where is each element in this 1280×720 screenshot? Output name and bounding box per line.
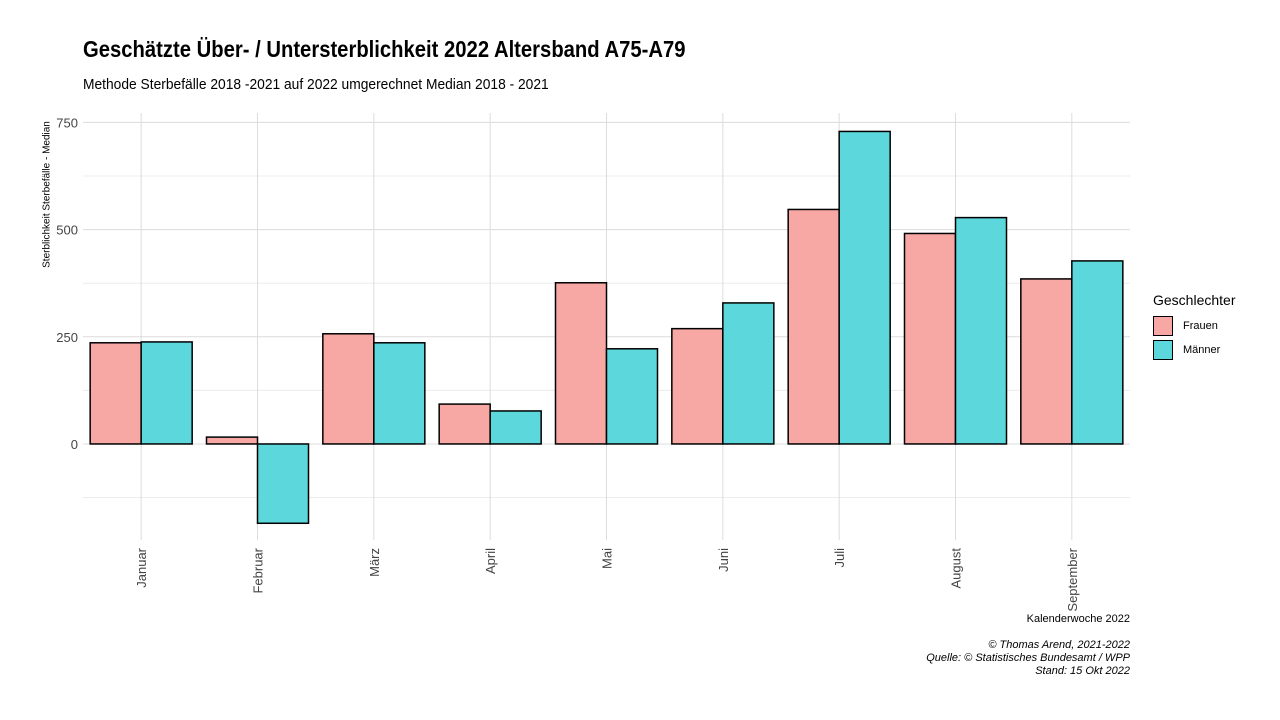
bar-frauen [787,208,840,445]
legend-label: Männer [1183,344,1221,356]
chart-title: Geschätzte Über- / Untersterblichkeit 20… [83,36,686,62]
legend: Geschlechter Frauen Männer [1153,292,1235,362]
legend-item-maenner: Männer [1153,338,1235,362]
legend-title: Geschlechter [1153,292,1236,308]
y-tick-label: 750 [56,115,78,130]
bar-frauen [671,327,724,445]
bar-frauen [322,333,375,445]
bar-männer [489,410,542,445]
caption: © Thomas Arend, 2021-2022 Quelle: © Stat… [926,639,1130,678]
bar-frauen [205,436,259,445]
legend-swatch [1153,316,1173,336]
x-tick-label: Juni [716,548,731,572]
bar-frauen [903,232,957,445]
bar-männer [373,342,426,445]
bar-frauen [438,403,491,445]
bar-frauen [554,282,608,445]
x-tick-label: April [483,548,498,574]
x-tick-label: August [949,548,964,589]
legend-item-frauen: Frauen [1153,314,1235,338]
bar-frauen [1020,278,1073,445]
y-tick-label: 250 [56,330,78,345]
bar-männer [1071,260,1124,445]
bar-männer [954,216,1008,445]
bar-männer [140,341,193,445]
y-tick-label: 0 [71,437,78,452]
x-tick-label: Mai [600,548,615,569]
bar-männer [838,130,891,445]
caption-author: © Thomas Arend, 2021-2022 [988,639,1130,651]
x-tick-label: März [367,548,382,577]
legend-label: Frauen [1183,320,1218,332]
x-tick-label: Januar [134,547,149,587]
x-tick-label: Februar [251,547,266,593]
bar-frauen [89,342,142,445]
bar-männer [605,348,659,445]
caption-date: Stand: 15 Okt 2022 [1035,665,1130,677]
y-axis-label: Sterblichkeit Sterbefälle - Median [41,121,53,268]
legend-swatch [1153,340,1173,360]
bar-männer [722,302,775,445]
y-tick-label: 500 [56,223,78,238]
x-tick-label: September [1065,547,1080,611]
bar-männer [256,443,310,525]
x-axis-label: Kalenderwoche 2022 [1026,613,1130,625]
chart-subtitle: Methode Sterbefälle 2018 -2021 auf 2022 … [83,76,549,93]
x-tick-label: Juli [832,548,847,568]
caption-source: Quelle: © Statistisches Bundesamt / WPP [926,652,1130,664]
